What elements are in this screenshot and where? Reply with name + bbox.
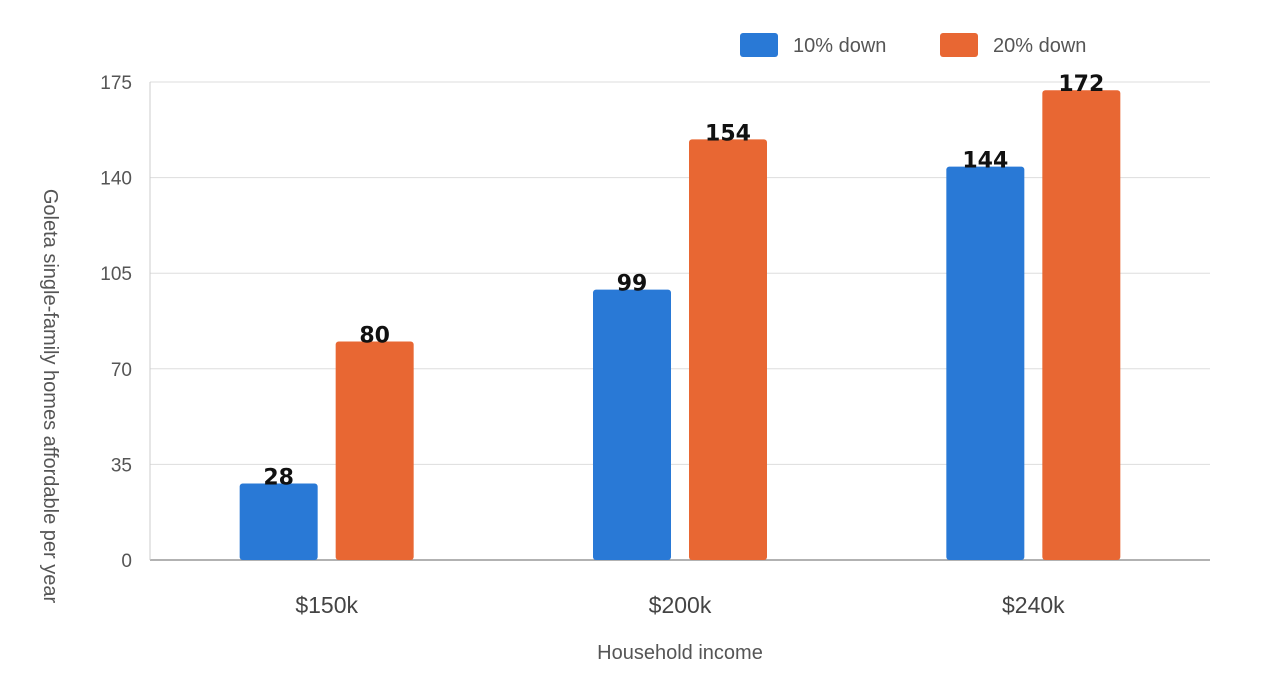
y-axis-ticks: 0 35 70 105 140 175 (100, 73, 132, 572)
bar (593, 289, 671, 560)
x-axis: $150k $200k $240k (295, 592, 1065, 618)
legend-label: 20% down (993, 35, 1086, 57)
data-label: 172 (1058, 72, 1104, 97)
legend-swatch (740, 33, 778, 57)
y-tick-label: 140 (100, 169, 132, 190)
data-label: 154 (705, 121, 751, 146)
y-tick-label: 105 (100, 264, 132, 285)
bar (689, 139, 767, 561)
legend: 10% down 20% down (740, 33, 1086, 57)
bar (335, 341, 414, 560)
legend-label: 10% down (793, 35, 886, 57)
data-label: 99 (617, 272, 648, 297)
legend-swatch (940, 33, 978, 57)
y-tick-label: 175 (100, 73, 132, 94)
y-tick-label: 70 (111, 360, 132, 381)
y-tick-label: 35 (111, 455, 132, 476)
x-tick-label: $240k (1002, 592, 1065, 618)
bar (239, 483, 318, 560)
bar (1042, 90, 1121, 561)
x-tick-label: $200k (649, 592, 712, 618)
data-label: 144 (962, 149, 1008, 174)
bars: 28 80 99 154 144 172 (239, 72, 1121, 561)
x-tick-label: $150k (295, 592, 358, 618)
data-label: 28 (263, 466, 294, 491)
y-tick-label: 0 (121, 551, 132, 572)
data-label: 80 (359, 323, 390, 348)
bar (946, 166, 1025, 560)
gridlines (149, 81, 1210, 561)
y-axis-title: Goleta single-family homes affordable pe… (39, 189, 61, 604)
x-axis-title: Household income (597, 642, 763, 664)
